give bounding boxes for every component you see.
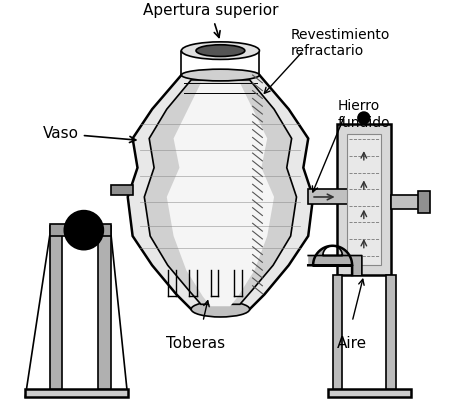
Text: Aire: Aire	[337, 335, 367, 351]
Polygon shape	[167, 83, 274, 306]
Polygon shape	[328, 389, 410, 397]
Polygon shape	[111, 185, 133, 195]
Text: Toberas: Toberas	[166, 335, 226, 351]
Circle shape	[76, 222, 91, 238]
Polygon shape	[99, 226, 111, 389]
Ellipse shape	[191, 301, 250, 317]
Polygon shape	[128, 75, 313, 309]
Ellipse shape	[182, 42, 259, 59]
Text: Revestimiento
refractario: Revestimiento refractario	[291, 28, 390, 58]
Circle shape	[64, 211, 103, 250]
Polygon shape	[386, 275, 396, 389]
Polygon shape	[50, 226, 63, 389]
Polygon shape	[419, 191, 430, 213]
Ellipse shape	[196, 45, 245, 57]
Polygon shape	[308, 246, 362, 275]
Text: Vaso: Vaso	[43, 126, 136, 142]
Ellipse shape	[182, 69, 259, 81]
Polygon shape	[333, 275, 342, 389]
Polygon shape	[391, 195, 422, 209]
Text: Apertura superior: Apertura superior	[143, 3, 278, 38]
Polygon shape	[347, 133, 382, 265]
Polygon shape	[144, 80, 297, 304]
Polygon shape	[308, 189, 357, 204]
Circle shape	[358, 112, 370, 124]
Polygon shape	[337, 124, 391, 275]
Polygon shape	[50, 224, 111, 236]
Polygon shape	[25, 389, 128, 397]
Text: Hierro
fundido: Hierro fundido	[337, 100, 390, 130]
